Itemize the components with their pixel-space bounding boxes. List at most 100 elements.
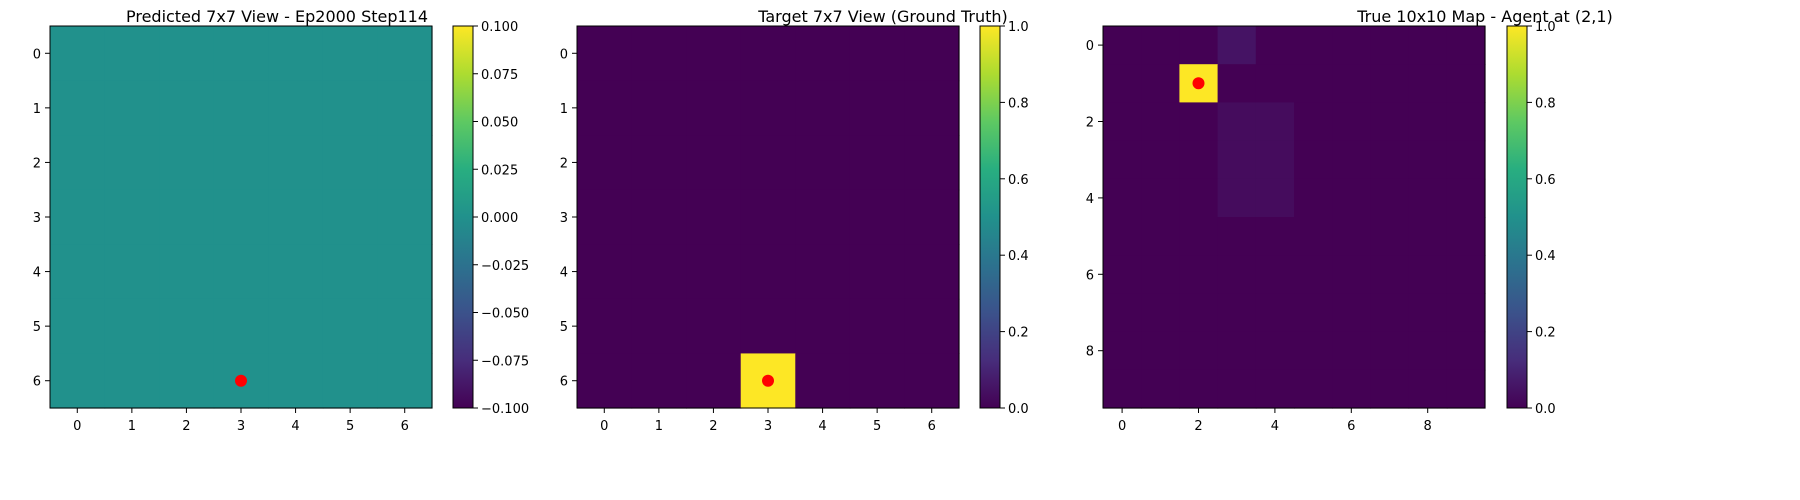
colorbar-tick-label: 1.0 (1008, 20, 1029, 35)
heatmap-cell (159, 353, 215, 409)
heatmap-cell (1179, 178, 1219, 218)
heatmap-cell (268, 135, 324, 191)
heatmap-cell (904, 298, 960, 355)
heatmap-cell (1408, 64, 1448, 103)
y-tick-label: 2 (560, 156, 568, 171)
heatmap-cell (849, 80, 906, 136)
heatmap-cell (1217, 217, 1257, 256)
heatmap-cell (686, 353, 742, 409)
colorbar-tick-label: 0.6 (1535, 173, 1556, 188)
heatmap-cell (213, 189, 269, 245)
heatmap-cell (1332, 140, 1371, 180)
heatmap-cell (1103, 331, 1142, 371)
heatmap-cell (1332, 369, 1371, 409)
heatmap-cell (1217, 178, 1257, 218)
x-tick-label: 6 (1347, 419, 1355, 434)
heatmap-cell (1370, 178, 1410, 218)
x-tick-label: 5 (346, 419, 354, 434)
x-tick-label: 1 (128, 419, 136, 434)
heatmap-cell (50, 244, 106, 300)
heatmap-cell (1179, 217, 1219, 256)
heatmap-cell (1217, 26, 1257, 65)
heatmap-cell (1141, 26, 1180, 65)
heatmap-cell (1294, 102, 1333, 142)
heatmap-cell (1408, 217, 1448, 256)
heatmap-cell (1103, 64, 1142, 103)
heatmap-cell (1446, 26, 1486, 65)
heatmap-cell (1103, 140, 1142, 180)
heatmap-cell (1294, 369, 1333, 409)
heatmap-cell (377, 135, 433, 191)
heatmap-cell (1103, 178, 1142, 218)
heatmap-cell (159, 80, 215, 136)
heatmap-cell (1103, 217, 1142, 256)
heatmap-cell (1332, 64, 1371, 103)
heatmap-cell (631, 80, 687, 136)
heatmap-cell (213, 244, 269, 300)
y-tick-label: 3 (33, 211, 41, 226)
colorbar-tick-label: 0.025 (481, 163, 518, 178)
heatmap-cell (1370, 26, 1410, 65)
heatmap-cell (104, 135, 160, 191)
heatmap-cell (1446, 217, 1486, 256)
heatmap-cell (1141, 140, 1180, 180)
heatmap-cell (1141, 369, 1180, 409)
heatmap-cell (1446, 64, 1486, 103)
heatmap-cell (1370, 140, 1410, 180)
heatmap-cell (1103, 26, 1142, 65)
heatmap-cell (1446, 293, 1486, 333)
colorbar-ticks: 1.0 0.8 0.6 0.4 0.2 0.0 (1527, 20, 1556, 417)
heatmap-cell (1370, 255, 1410, 294)
x-axis-ticks: 0 1 2 3 4 5 6 (73, 408, 409, 434)
heatmap-cell (213, 26, 269, 82)
agent-marker (1192, 77, 1205, 90)
heatmap-cell (1179, 293, 1219, 333)
heatmap-cell (1408, 178, 1448, 218)
y-tick-label: 4 (560, 266, 568, 281)
heatmap-cell (1408, 102, 1448, 142)
y-tick-label: 0 (33, 47, 41, 62)
colorbar-tick-label: −0.100 (481, 402, 529, 417)
heatmap-cell (1370, 331, 1410, 371)
x-tick-label: 2 (709, 419, 717, 434)
heatmap-panel-predicted: Predicted 7x7 View - Ep2000 Step114 0 1 2 3… (33, 7, 529, 434)
heatmap-cell (795, 189, 851, 245)
heatmap-cell (795, 244, 851, 300)
heatmap-cell (1179, 369, 1219, 409)
heatmap-cell (1141, 331, 1180, 371)
y-tick-label: 5 (560, 320, 568, 335)
heatmap-cell (740, 80, 796, 136)
heatmap-cell (1179, 255, 1219, 294)
heatmap-cell (1446, 178, 1486, 218)
heatmap-cell (577, 135, 633, 191)
y-axis-ticks: 0 1 2 3 4 5 6 (33, 47, 50, 390)
colorbar-tick-label: 0.0 (1535, 402, 1556, 417)
heatmap-cell (322, 189, 379, 245)
y-tick-label: 6 (560, 375, 568, 390)
heatmap-cell (377, 189, 433, 245)
heatmap-cell (904, 135, 960, 191)
x-tick-label: 4 (1271, 419, 1279, 434)
y-tick-label: 6 (33, 375, 41, 390)
heatmap-cells (50, 26, 433, 409)
heatmap-cell (268, 26, 324, 82)
heatmap-cell (1332, 217, 1371, 256)
heatmap-cell (1446, 369, 1486, 409)
heatmap-cell (1255, 293, 1295, 333)
heatmap-cell (159, 244, 215, 300)
colorbar-tick-label: 0.100 (481, 20, 518, 35)
y-tick-label: 1 (560, 102, 568, 117)
heatmap-cell (1179, 331, 1219, 371)
heatmap-cell (1217, 64, 1257, 103)
heatmap-cell (1446, 331, 1486, 371)
heatmap-cell (1370, 102, 1410, 142)
heatmap-cell (213, 135, 269, 191)
heatmap-cell (159, 135, 215, 191)
x-tick-label: 3 (764, 419, 772, 434)
heatmap-cell (377, 353, 433, 409)
heatmap-cell (1332, 255, 1371, 294)
heatmap-cell (577, 298, 633, 355)
x-tick-label: 6 (401, 419, 409, 434)
heatmap-cell (50, 80, 106, 136)
heatmap-cell (1103, 369, 1142, 409)
